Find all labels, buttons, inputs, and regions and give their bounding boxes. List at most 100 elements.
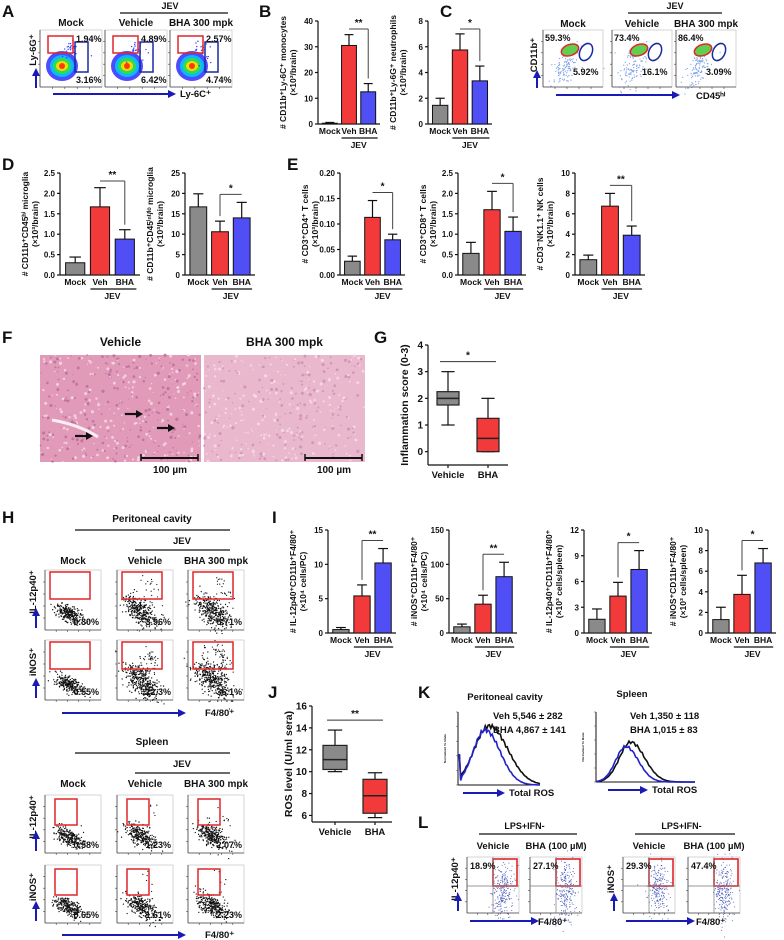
x-tick-label: Mock <box>64 277 86 287</box>
event-dot <box>638 64 641 66</box>
tissue-speck <box>84 403 87 406</box>
tissue-speck <box>242 394 245 397</box>
event-dot <box>222 655 224 657</box>
event-dot <box>204 676 206 679</box>
event-dot <box>213 845 215 847</box>
event-dot <box>204 612 206 614</box>
tissue-speck <box>213 375 217 378</box>
event-dot <box>129 829 131 832</box>
tissue-speck <box>242 419 245 421</box>
event-dot <box>60 836 62 839</box>
event-dot <box>144 610 146 612</box>
tissue-speck <box>123 422 126 424</box>
event-dot <box>128 596 130 599</box>
density-contour <box>124 63 130 69</box>
event-dot <box>202 692 204 695</box>
y-axis-label: # IL-12p40⁺CD11b⁺F4/80⁺ <box>288 529 298 633</box>
event-dot <box>211 612 214 614</box>
event-dot <box>206 657 209 659</box>
event-dot <box>132 836 134 838</box>
event-dot <box>72 681 75 684</box>
event-dot <box>131 674 133 676</box>
event-dot <box>126 826 128 829</box>
event-dot <box>216 836 219 839</box>
tissue-speck <box>161 419 165 422</box>
tissue-speck <box>194 358 196 360</box>
tissue-speck <box>292 365 295 368</box>
tissue-speck <box>71 457 75 460</box>
event-dot <box>131 603 133 605</box>
x-axis-label: Ly-6C⁺ <box>180 89 211 100</box>
tissue-speck <box>85 417 89 421</box>
tissue-speck <box>63 441 66 444</box>
event-dot <box>559 77 562 80</box>
event-dot <box>645 58 647 60</box>
event-dot <box>57 899 59 901</box>
tissue-speck <box>261 397 265 401</box>
event-dot <box>201 832 204 835</box>
event-dot <box>154 627 156 629</box>
event-dot <box>698 68 700 70</box>
tissue-speck <box>73 414 77 418</box>
tissue-speck <box>190 411 194 415</box>
tissue-speck <box>339 405 342 408</box>
event-dot <box>149 624 151 626</box>
event-dot <box>133 589 136 591</box>
tissue-speck <box>119 402 121 404</box>
x-tick-label: Veh <box>734 635 749 645</box>
tissue-speck <box>258 364 261 366</box>
event-dot <box>144 613 147 616</box>
tissue-speck <box>355 438 358 442</box>
event-dot <box>131 662 134 664</box>
tissue-speck <box>174 397 177 400</box>
event-dot <box>138 693 140 695</box>
event-dot <box>147 621 149 623</box>
x-tick-label: Veh <box>475 635 490 645</box>
event-dot <box>225 673 227 676</box>
y-tick-label: 0.5 <box>44 251 56 260</box>
event-dot <box>228 850 231 852</box>
event-dot <box>224 665 226 667</box>
arrow-icon <box>86 432 93 440</box>
x-tick-label: Mock <box>187 277 209 287</box>
tissue-speck <box>107 430 110 433</box>
tissue-speck <box>101 355 104 358</box>
event-dot <box>57 826 60 828</box>
tissue-speck <box>253 394 258 398</box>
event-dot <box>642 57 644 59</box>
tissue-speck <box>62 415 64 417</box>
tissue-speck <box>126 440 129 443</box>
event-dot <box>204 614 207 616</box>
event-dot <box>78 616 81 618</box>
y-axis-label: Ly-6G⁺ <box>28 34 39 66</box>
event-dot <box>707 63 709 65</box>
tissue-speck <box>229 424 232 427</box>
event-dot <box>218 681 220 684</box>
tissue-speck <box>151 412 153 414</box>
tissue-speck <box>288 452 291 455</box>
event-dot <box>205 599 207 601</box>
event-dot <box>145 615 148 617</box>
event-dot <box>58 604 60 607</box>
event-dot <box>130 672 132 674</box>
event-dot <box>141 664 143 666</box>
event-dot <box>202 613 204 615</box>
tissue-speck <box>83 413 87 416</box>
event-dot <box>152 617 154 619</box>
event-dot <box>207 690 210 693</box>
event-dot <box>65 902 67 905</box>
tissue-speck <box>141 438 145 442</box>
x-tick-label: Veh <box>602 277 617 287</box>
event-dot <box>211 827 213 830</box>
tissue-speck <box>138 366 141 369</box>
event-dot <box>62 826 64 828</box>
tissue-speck <box>173 393 175 395</box>
bar-veh <box>341 44 357 125</box>
event-dot <box>196 680 198 682</box>
event-dot <box>205 664 207 666</box>
event-dot <box>56 679 58 681</box>
event-dot <box>631 70 633 72</box>
x-tick-label: BHA <box>504 277 522 287</box>
event-dot <box>693 73 695 75</box>
event-dot <box>64 615 66 618</box>
